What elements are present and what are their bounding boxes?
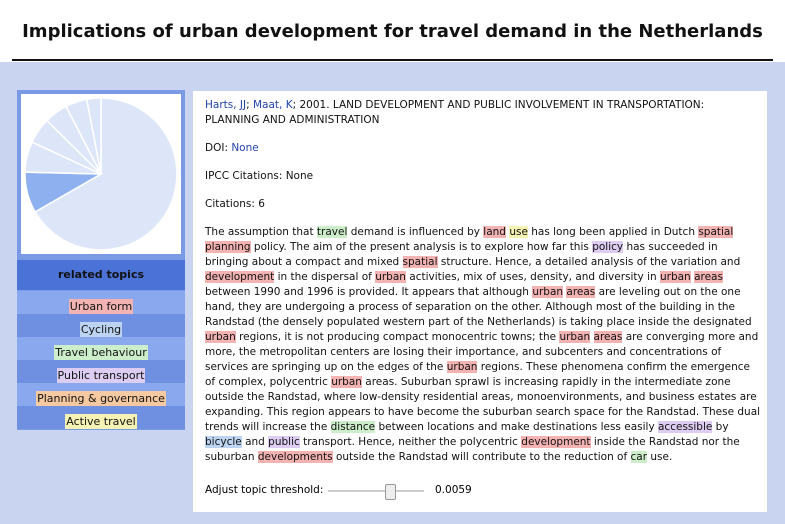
highlighted-term: accessible	[658, 421, 713, 433]
author-link[interactable]: Maat, K	[253, 99, 293, 111]
doi-label: DOI:	[205, 142, 232, 154]
page-title: Implications of urban development for tr…	[22, 21, 763, 42]
header-divider	[12, 59, 773, 61]
highlighted-term: urban	[331, 376, 362, 388]
related-topic-item[interactable]: Cycling	[17, 314, 185, 337]
doi-line: DOI: None	[205, 141, 761, 156]
highlighted-term: urban	[446, 361, 478, 373]
related-topic-label: Active travel	[65, 414, 137, 429]
highlighted-term: bicycle	[205, 436, 242, 448]
related-topic-label: Urban form	[68, 299, 134, 314]
highlighted-term: spatial planning	[205, 226, 734, 253]
pie-slice[interactable]	[34, 97, 178, 251]
highlighted-term: spatial	[402, 256, 438, 268]
highlighted-term: development	[205, 271, 275, 283]
pie-slice[interactable]	[85, 97, 102, 175]
related-topic-item[interactable]: Public transport	[17, 360, 185, 383]
citation-line: Harts, JJ; Maat, K; 2001. LAND DEVELOPME…	[205, 99, 705, 126]
related-topic-label: Public transport	[56, 368, 146, 383]
highlighted-term: public	[268, 436, 300, 448]
threshold-slider-thumb[interactable]	[385, 484, 397, 500]
highlighted-term: urban	[532, 286, 564, 298]
highlighted-term: urban	[659, 271, 691, 283]
highlighted-term: car	[630, 451, 648, 463]
related-topic-item[interactable]: Travel behaviour	[17, 337, 185, 360]
page-header: Implications of urban development for tr…	[0, 0, 785, 62]
author-link[interactable]: Harts, JJ	[205, 99, 247, 111]
highlighted-term: areas	[566, 286, 596, 298]
threshold-label: Adjust topic threshold:	[205, 484, 324, 496]
related-topic-item[interactable]: Planning & governance	[17, 383, 185, 406]
threshold-slider-track[interactable]	[328, 490, 424, 492]
citation-count: Citations: 6	[205, 198, 265, 210]
highlighted-term: areas	[593, 331, 623, 343]
related-topic-item[interactable]: Active travel	[17, 406, 185, 429]
topic-pie-chart	[21, 94, 181, 254]
highlighted-term: urban	[205, 331, 236, 343]
topic-threshold-control: Adjust topic threshold: 0.0059	[205, 484, 761, 500]
highlighted-term: developments	[257, 451, 333, 463]
pie-chart-svg	[24, 97, 178, 251]
related-topic-label: Travel behaviour	[54, 345, 148, 360]
related-topic-label: Cycling	[79, 322, 123, 337]
related-topics-heading: related topics	[17, 260, 185, 290]
highlighted-term: urban	[375, 271, 406, 283]
abstract-text: The assumption that travel demand is inf…	[205, 226, 761, 463]
highlighted-term: travel	[316, 226, 348, 238]
highlighted-term: urban	[559, 331, 591, 343]
ipcc-citations: IPCC Citations: None	[205, 170, 314, 182]
highlighted-term: use	[509, 226, 528, 238]
highlighted-term: land	[483, 226, 506, 238]
threshold-value: 0.0059	[435, 484, 472, 496]
related-topic-label: Planning & governance	[36, 391, 166, 406]
article-panel: Harts, JJ; Maat, K; 2001. LAND DEVELOPME…	[193, 91, 767, 512]
highlighted-term: policy	[592, 241, 624, 253]
article-title: ; 2001. LAND DEVELOPMENT AND PUBLIC INVO…	[205, 99, 705, 126]
doi-value[interactable]: None	[231, 142, 259, 154]
sidebar: related topics Urban form Cycling Travel b…	[17, 90, 185, 430]
highlighted-term: distance	[330, 421, 376, 433]
related-topic-item[interactable]: Urban form	[17, 291, 185, 314]
highlighted-term: areas	[694, 271, 723, 283]
highlighted-term: development	[521, 436, 591, 448]
